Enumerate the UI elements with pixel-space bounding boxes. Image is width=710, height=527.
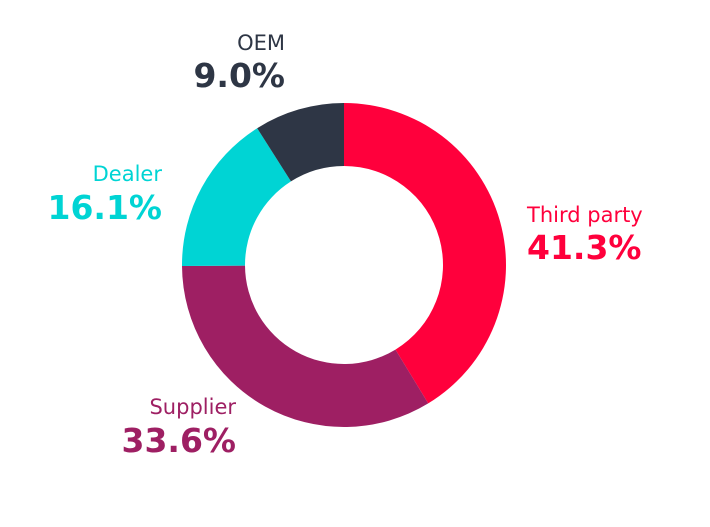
- label-third-party-name: Third party: [526, 203, 643, 227]
- donut-slices: [182, 103, 507, 427]
- label-oem-name: OEM: [237, 31, 285, 55]
- label-supplier-name: Supplier: [149, 395, 236, 419]
- slice-labels: Third party 41.3% Supplier 33.6% Dealer …: [48, 31, 643, 460]
- slice-third-party: [344, 103, 507, 404]
- slice-oem: [257, 103, 344, 182]
- slice-dealer: [182, 128, 291, 267]
- slice-supplier: [182, 265, 429, 427]
- label-oem-value: 9.0%: [193, 56, 285, 95]
- label-supplier-value: 33.6%: [122, 421, 237, 460]
- label-third-party-value: 41.3%: [527, 228, 642, 267]
- label-dealer-name: Dealer: [93, 162, 163, 186]
- label-dealer-value: 16.1%: [48, 188, 163, 227]
